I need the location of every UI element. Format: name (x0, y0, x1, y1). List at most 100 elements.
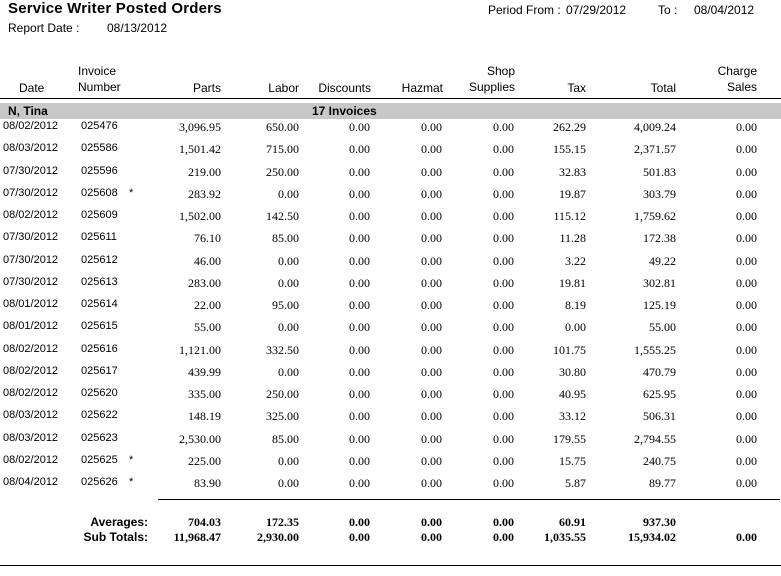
cell-discounts: 0.00 (349, 231, 370, 246)
cell-discounts: 0.00 (349, 476, 370, 490)
report-date-value: 08/13/2012 (107, 21, 168, 35)
table-row: 08/03/2012 025622 148.19 325.00 0.00 0.00 0.00… (0, 408, 781, 430)
cell-invoice-number: 025476 (81, 120, 118, 132)
cell-shop-supplies: 0.00 (493, 387, 514, 401)
cell-total: 303.79 (643, 186, 676, 201)
cell-date: 08/04/2012 (3, 476, 59, 488)
cell-tax: 30.80 (559, 364, 586, 379)
table-row: 07/30/2012 025612 46.00 0.00 0.00 0.00 0.00 3.2… (0, 253, 781, 275)
cell-tax: 32.83 (559, 164, 586, 179)
subtotals-total: 15,934.02 (628, 530, 676, 544)
cell-parts: 219.00 (188, 164, 221, 179)
col-header-parts: Parts (192, 81, 221, 95)
cell-hazmat: 0.00 (421, 209, 442, 223)
period-from-label: Period From : (488, 3, 561, 17)
cell-labor: 0.00 (278, 453, 299, 468)
col-header-hazmat: Hazmat (401, 81, 443, 95)
cell-date: 08/02/2012 (3, 120, 59, 132)
cell-parts: 335.00 (188, 387, 221, 401)
cell-date: 07/30/2012 (3, 186, 59, 199)
averages-parts: 704.03 (188, 515, 221, 529)
cell-shop-supplies: 0.00 (493, 186, 514, 201)
cell-invoice-number: 025613 (81, 275, 118, 288)
cell-total: 49.22 (649, 253, 676, 268)
cell-tax: 155.15 (553, 142, 586, 157)
cell-shop-supplies: 0.00 (493, 476, 514, 490)
cell-total: 1,759.62 (634, 209, 676, 223)
averages-labor: 172.35 (266, 515, 299, 529)
cell-labor: 0.00 (278, 320, 299, 335)
group-invoice-count: 17 Invoices (312, 104, 377, 118)
cell-parts: 439.99 (188, 364, 221, 379)
cell-shop-supplies: 0.00 (493, 164, 514, 179)
cell-parts: 55.00 (194, 320, 221, 335)
cell-charge-sales: 0.00 (736, 209, 757, 223)
cell-labor: 0.00 (278, 186, 299, 201)
cell-labor: 650.00 (266, 120, 299, 134)
cell-hazmat: 0.00 (421, 453, 442, 468)
cell-hazmat: 0.00 (421, 231, 442, 246)
cell-parts: 83.90 (194, 476, 221, 490)
cell-shop-supplies: 0.00 (493, 142, 514, 157)
cell-flag: * (129, 186, 134, 199)
subtotals-parts: 11,968.47 (173, 530, 221, 544)
cell-discounts: 0.00 (349, 298, 370, 312)
subtotals-discounts: 0.00 (349, 530, 370, 544)
cell-total: 172.38 (643, 231, 676, 246)
page-bottom-divider (0, 565, 781, 566)
cell-parts: 3,096.95 (179, 120, 221, 134)
cell-hazmat: 0.00 (421, 476, 442, 490)
cell-charge-sales: 0.00 (736, 298, 757, 312)
cell-date: 08/02/2012 (3, 342, 59, 355)
subtotals-tax: 1,035.55 (544, 530, 586, 544)
header-divider (0, 98, 781, 99)
period-to-label: To : (658, 3, 678, 17)
cell-charge-sales: 0.00 (736, 164, 757, 179)
cell-tax: 115.12 (553, 209, 586, 223)
cell-date: 08/03/2012 (3, 409, 59, 422)
cell-invoice-number: 025625 (81, 453, 118, 466)
table-row: 08/04/2012 025626 * 83.90 0.00 0.00 0.00 0.00 5.… (0, 475, 781, 497)
cell-charge-sales: 0.00 (736, 120, 757, 134)
cell-invoice-number: 025612 (81, 253, 118, 266)
cell-parts: 2,530.00 (179, 431, 221, 446)
cell-labor: 0.00 (278, 364, 299, 379)
cell-total: 2,794.55 (634, 431, 676, 446)
cell-parts: 46.00 (194, 253, 221, 268)
cell-discounts: 0.00 (349, 142, 370, 157)
subtotals-charge-sales: 0.00 (736, 530, 757, 544)
cell-date: 08/02/2012 (3, 209, 59, 221)
table-row: 08/02/2012 025617 439.99 0.00 0.00 0.00 0.00 30… (0, 364, 781, 386)
cell-invoice-number: 025620 (81, 387, 118, 399)
table-row: 08/01/2012 025614 22.00 95.00 0.00 0.00 0.00 8.… (0, 297, 781, 319)
cell-date: 07/30/2012 (3, 275, 59, 288)
report-date-label: Report Date : (8, 21, 80, 35)
cell-invoice-number: 025626 (81, 476, 118, 488)
cell-hazmat: 0.00 (421, 298, 442, 312)
cell-charge-sales: 0.00 (736, 275, 757, 290)
cell-total: 240.75 (643, 453, 676, 468)
col-header-shop-line1: Shop (486, 64, 515, 78)
cell-hazmat: 0.00 (421, 320, 442, 335)
table-row: 08/03/2012 025623 2,530.00 85.00 0.00 0.00 0.0… (0, 431, 781, 453)
cell-parts: 283.00 (188, 275, 221, 290)
cell-shop-supplies: 0.00 (493, 409, 514, 424)
cell-invoice-number: 025617 (81, 364, 118, 377)
cell-date: 08/01/2012 (3, 298, 59, 310)
cell-charge-sales: 0.00 (736, 476, 757, 490)
cell-hazmat: 0.00 (421, 387, 442, 401)
cell-charge-sales: 0.00 (736, 409, 757, 424)
cell-labor: 85.00 (272, 431, 299, 446)
cell-hazmat: 0.00 (421, 164, 442, 179)
cell-discounts: 0.00 (349, 320, 370, 335)
cell-tax: 8.19 (565, 298, 586, 312)
cell-invoice-number: 025586 (81, 142, 118, 155)
cell-tax: 5.87 (565, 476, 586, 490)
averages-total: 937.30 (643, 515, 676, 529)
cell-parts: 225.00 (188, 453, 221, 468)
cell-labor: 332.50 (266, 342, 299, 357)
subtotals-shop-supplies: 0.00 (493, 530, 514, 544)
summary-divider (158, 499, 780, 500)
cell-hazmat: 0.00 (421, 431, 442, 446)
cell-discounts: 0.00 (349, 275, 370, 290)
